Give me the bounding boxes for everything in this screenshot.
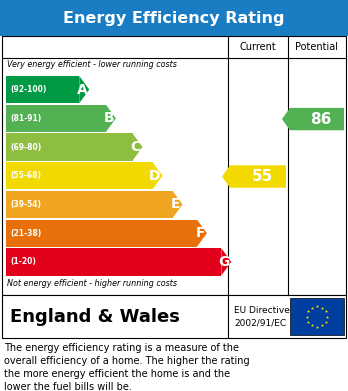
- Polygon shape: [222, 165, 286, 188]
- Text: C: C: [130, 140, 141, 154]
- Bar: [6, 105, 106, 132]
- Text: B: B: [103, 111, 114, 126]
- Bar: [290, 298, 344, 335]
- Polygon shape: [197, 220, 207, 247]
- Text: (55-68): (55-68): [10, 171, 41, 180]
- Polygon shape: [282, 108, 344, 130]
- Text: (69-80): (69-80): [10, 143, 41, 152]
- Text: Energy Efficiency Rating: Energy Efficiency Rating: [63, 11, 285, 25]
- Text: D: D: [149, 169, 160, 183]
- Text: The energy efficiency rating is a measure of the: The energy efficiency rating is a measur…: [4, 343, 239, 353]
- Text: (81-91): (81-91): [10, 114, 41, 123]
- Text: (92-100): (92-100): [10, 85, 46, 94]
- Text: England & Wales: England & Wales: [10, 307, 180, 325]
- Bar: [2, 295, 346, 338]
- Text: overall efficiency of a home. The higher the rating: overall efficiency of a home. The higher…: [4, 356, 250, 366]
- Text: Current: Current: [240, 42, 276, 52]
- Text: lower the fuel bills will be.: lower the fuel bills will be.: [4, 382, 132, 391]
- Bar: [6, 191, 173, 218]
- Polygon shape: [106, 105, 116, 132]
- Text: F: F: [196, 226, 205, 240]
- Text: (21-38): (21-38): [10, 229, 41, 238]
- Text: Very energy efficient - lower running costs: Very energy efficient - lower running co…: [7, 60, 177, 69]
- Text: EU Directive: EU Directive: [234, 305, 290, 314]
- Text: (39-54): (39-54): [10, 200, 41, 209]
- Bar: [6, 133, 133, 161]
- Text: G: G: [218, 255, 229, 269]
- Bar: [6, 76, 79, 103]
- Text: the more energy efficient the home is and the: the more energy efficient the home is an…: [4, 369, 230, 379]
- Text: 86: 86: [310, 111, 332, 127]
- Polygon shape: [133, 133, 143, 161]
- Polygon shape: [79, 76, 89, 103]
- Text: 55: 55: [251, 169, 272, 184]
- Bar: [6, 248, 221, 276]
- Text: Potential: Potential: [295, 42, 339, 52]
- Bar: [6, 220, 197, 247]
- Bar: [0, 0, 348, 36]
- Polygon shape: [173, 191, 182, 218]
- Bar: [6, 162, 152, 189]
- Text: A: A: [77, 83, 87, 97]
- Text: (1-20): (1-20): [10, 257, 36, 266]
- Polygon shape: [152, 162, 163, 189]
- Text: E: E: [171, 197, 181, 212]
- Polygon shape: [221, 248, 231, 276]
- Text: 2002/91/EC: 2002/91/EC: [234, 318, 286, 327]
- Text: Not energy efficient - higher running costs: Not energy efficient - higher running co…: [7, 279, 177, 288]
- Bar: [2, 36, 346, 295]
